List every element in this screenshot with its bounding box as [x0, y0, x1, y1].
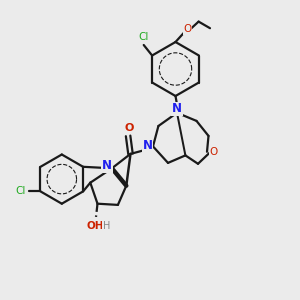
- Text: O: O: [209, 147, 218, 157]
- Text: N: N: [172, 102, 182, 116]
- Text: O: O: [183, 24, 192, 34]
- Text: O: O: [124, 123, 134, 133]
- Text: N: N: [142, 139, 153, 152]
- Text: OH: OH: [87, 221, 104, 231]
- Text: Cl: Cl: [139, 32, 149, 42]
- Text: Cl: Cl: [15, 186, 25, 196]
- Text: H: H: [103, 221, 110, 231]
- Text: N: N: [102, 159, 112, 172]
